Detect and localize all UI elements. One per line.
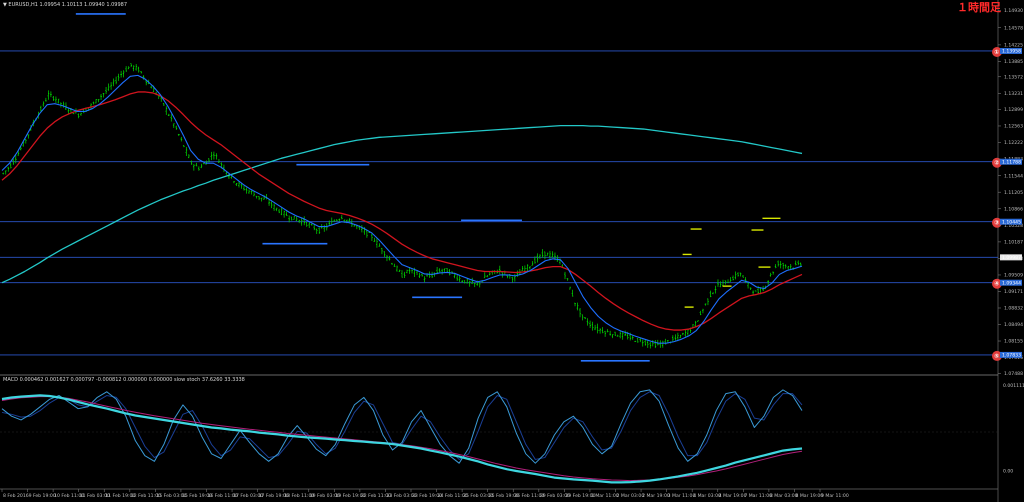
level-price-label: 1.07833: [1002, 353, 1021, 359]
level-price-label: 1.10445: [1002, 219, 1021, 225]
x-tick-label: 2 Mar 19:00: [642, 493, 670, 499]
x-tick-label: 8 Feb 2016: [3, 493, 29, 499]
x-tick-label: 25 Feb 19:00: [489, 493, 519, 499]
y-tick-label: 1.13231: [1004, 91, 1023, 97]
level-price-label: 1.09987: [1002, 255, 1021, 261]
x-tick-label: 24 Feb 11:00: [438, 493, 468, 499]
symbol-header: ▼ EURUSD,H1 1.09954 1.10113 1.09940 1.09…: [3, 2, 127, 8]
macd-main-line: [1, 394, 803, 484]
level-number-label: ①: [994, 49, 999, 56]
price-axis: 1.14930 1.14578 1.14225 1.13885 1.13572 1.132…: [998, 8, 1024, 475]
x-tick-label: 22 Feb 11:00: [361, 493, 391, 499]
x-tick-label: 3 Mar 11:00: [668, 493, 696, 499]
level-number-label: ④: [994, 281, 999, 288]
level-price-box: [1000, 254, 1022, 261]
x-tick-label: 4 Mar 19:00: [719, 493, 747, 499]
level-price-box: [1000, 158, 1022, 165]
timeframe-badge: １時間足: [957, 0, 1002, 14]
level-number-marker: [992, 157, 1002, 168]
level-price-label: 1.13958: [1002, 49, 1021, 55]
level-price-label: 1.09344: [1002, 280, 1021, 286]
y-tick-label: 1.07816: [1004, 355, 1023, 361]
y-tick-label: 1.12222: [1004, 140, 1023, 146]
level-price-box: [1000, 279, 1022, 286]
x-tick-label: 2 Mar 03:00: [617, 493, 645, 499]
x-tick-label: 19 Feb 19:00: [335, 493, 365, 499]
x-tick-label: 17 Feb 19:00: [259, 493, 289, 499]
y-tick-label: 1.11544: [1004, 173, 1023, 179]
x-tick-label: 29 Feb 19:00: [565, 493, 595, 499]
level-price-box: [1000, 218, 1022, 225]
y-tick-label: 1.13572: [1004, 74, 1023, 80]
level-number-label: ⑤: [994, 353, 999, 360]
x-tick-label: 23 Feb 19:00: [412, 493, 442, 499]
macd-header: MACD 0.000462 0.001627 0.000797 -0.00081…: [3, 377, 245, 383]
y-tick-label: 1.10187: [1004, 239, 1023, 245]
x-tick-label: 29 Feb 03:00: [540, 493, 570, 499]
y-tick-label: 1.12563: [1004, 124, 1023, 130]
x-tick-label: 7 Mar 11:00: [744, 493, 772, 499]
x-tick-label: 8 Mar 03:00: [770, 493, 798, 499]
y-tick-label: 1.13885: [1004, 59, 1023, 65]
level-number-marker: [992, 46, 1002, 57]
ma-mid-line: [1, 91, 803, 331]
x-tick-label: 23 Feb 03:00: [386, 493, 416, 499]
level-number-label: ③: [994, 220, 999, 227]
x-tick-label: 8 Mar 19:00: [795, 493, 823, 499]
y-tick-label: 1.10528: [1004, 223, 1023, 229]
x-tick-label: 19 Feb 03:00: [310, 493, 340, 499]
y-tick-label: 1.14930: [1004, 8, 1023, 14]
y-tick-label: 1.09509: [1004, 273, 1023, 279]
x-tick-label: 26 Feb 11:00: [514, 493, 544, 499]
y-tick-label: 1.14225: [1004, 42, 1023, 48]
x-tick-label: 15 Feb 03:00: [156, 493, 186, 499]
level-price-box: [1000, 47, 1022, 54]
y-tick-label: 1.09171: [1004, 289, 1023, 295]
level-number-marker: [992, 278, 1002, 289]
x-tick-label: 25 Feb 03:00: [463, 493, 493, 499]
stoch-main-line: [1, 389, 803, 464]
y-tick-label: 1.08494: [1004, 322, 1023, 328]
x-tick-label: 18 Feb 11:00: [284, 493, 314, 499]
x-tick-label: 1 Mar 11:00: [591, 493, 619, 499]
x-tick-label: 12 Feb 11:00: [131, 493, 161, 499]
x-tick-label: 17 Feb 03:00: [233, 493, 263, 499]
y-tick-label: 1.11205: [1004, 190, 1023, 196]
x-tick-label: 9 Mar 11:00: [821, 493, 849, 499]
y-tick-label: 1.12899: [1004, 107, 1023, 113]
macd-y-tick-label: 0.00: [1003, 469, 1013, 475]
x-tick-label: 10 Feb 11:00: [54, 493, 84, 499]
x-tick-label: 16 Feb 11:00: [208, 493, 238, 499]
level-price-label: 1.11788: [1002, 159, 1021, 165]
price-pane[interactable]: ① ② ③ ④ ⑤: [0, 13, 1002, 362]
y-tick-label: 1.07488: [1004, 371, 1023, 377]
macd-y-tick-label: 0.001111: [1003, 383, 1024, 389]
x-tick-label: 4 Mar 03:00: [693, 493, 721, 499]
ma-slow-line: [1, 124, 803, 284]
level-number-label: ②: [994, 160, 999, 167]
x-tick-label: 11 Feb 19:00: [105, 493, 135, 499]
indicator-pane[interactable]: [0, 389, 998, 484]
level-number-marker: [992, 350, 1002, 361]
y-tick-label: 1.10866: [1004, 206, 1023, 212]
level-price-box: [1000, 351, 1022, 358]
x-tick-label: 9 Feb 19:00: [29, 493, 56, 499]
y-tick-label: 1.14578: [1004, 25, 1023, 31]
x-tick-label: 11 Feb 03:00: [80, 493, 110, 499]
ma-fast-line: [1, 74, 803, 344]
x-tick-label: 15 Feb 19:00: [182, 493, 212, 499]
y-tick-label: 1.08155: [1004, 339, 1023, 345]
y-tick-label: 1.08832: [1004, 306, 1023, 312]
